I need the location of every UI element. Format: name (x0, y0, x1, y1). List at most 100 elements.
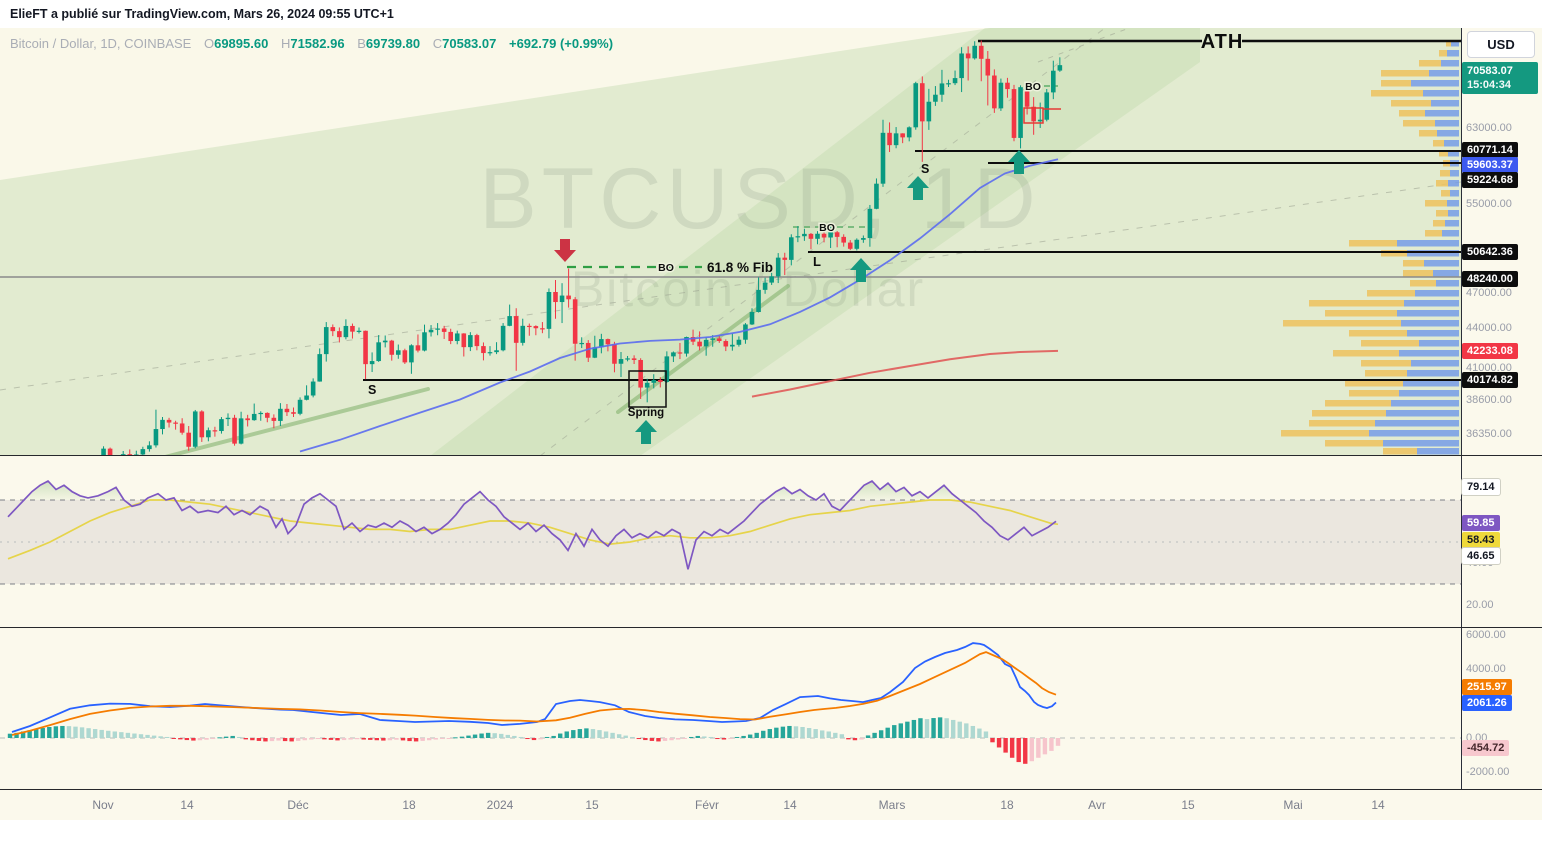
volume-profile-bar (1436, 180, 1448, 187)
candle-body (1024, 87, 1030, 107)
axis-tick-label: 41000.00 (1466, 362, 1512, 374)
axis-price-mark: 59.85 (1462, 515, 1500, 531)
macd-histogram-bar (7, 733, 13, 738)
macd-histogram-bar (728, 738, 733, 740)
macd-histogram-bar (296, 738, 301, 741)
symbol-legend[interactable]: Bitcoin / Dollar, 1D, COINBASE O69895.60… (10, 36, 613, 51)
up-arrow-marker (850, 258, 872, 282)
macd-histogram-bar (878, 730, 884, 738)
macd-histogram-bar (623, 735, 628, 738)
candle-body (710, 338, 715, 340)
axis-tick-label: 4000.00 (1466, 663, 1506, 675)
candle-body (566, 295, 571, 300)
candle-body (487, 352, 493, 354)
macd-histogram-bar (924, 719, 930, 738)
candle-body (874, 183, 879, 209)
axis-tick-label: 63000.00 (1466, 122, 1512, 134)
pane-separator-2[interactable] (0, 627, 1542, 628)
macd-histogram-bar (636, 738, 641, 740)
macd-histogram-bar (387, 738, 393, 741)
macd-histogram-bar (453, 737, 458, 739)
macd-histogram-bar (499, 733, 504, 738)
axis-price-mark: 79.14 (1462, 479, 1500, 495)
candle-body (605, 339, 611, 345)
axis-price-mark: 60771.14 (1462, 142, 1518, 158)
rsi-pane[interactable] (0, 457, 1461, 627)
volume-profile-bar (1386, 410, 1459, 417)
volume-profile-bar (1403, 270, 1433, 277)
macd-histogram-bar (767, 729, 772, 738)
candle-body (789, 237, 794, 260)
symbol-title[interactable]: Bitcoin / Dollar, 1D, COINBASE (10, 36, 192, 51)
volume-profile-bar (1309, 420, 1375, 427)
volume-profile-bar (1417, 448, 1459, 455)
macd-histogram-bar (27, 730, 32, 738)
macd-histogram-bar (1055, 738, 1061, 746)
axis-price-mark: 59603.37 (1462, 157, 1518, 173)
macd-histogram-bar (492, 733, 497, 738)
volume-profile-bar (1419, 340, 1459, 347)
macd-histogram-bar (990, 738, 995, 743)
candle-body (867, 208, 873, 239)
macd-histogram-bar (610, 732, 615, 738)
macd-histogram-bar (512, 735, 517, 738)
volume-profile-bar (1433, 140, 1444, 147)
macd-histogram-bar (820, 730, 825, 738)
candle-body (834, 232, 840, 237)
volume-profile-bar (1451, 40, 1459, 47)
macd-histogram-bar (433, 738, 438, 740)
pane-separator-1[interactable] (0, 455, 1542, 456)
macd-histogram-bar (964, 723, 969, 738)
macd-histogram-bar (479, 733, 484, 738)
volume-profile-bar (1450, 170, 1459, 177)
candle-body (1037, 119, 1043, 122)
macd-histogram-bar (833, 732, 838, 738)
macd-histogram-bar (151, 735, 157, 738)
candle-body (251, 413, 257, 421)
currency-toggle-button[interactable]: USD (1467, 31, 1535, 58)
candle-body (245, 418, 250, 421)
candle-body (985, 58, 991, 76)
candle-body (703, 339, 709, 347)
candle-body (284, 408, 290, 413)
macd-histogram-bar (407, 738, 412, 742)
time-axis[interactable]: Nov 14 Déc 18 2024 15 Févr 14 Mars 18 Avr 15 Mai 14 (0, 790, 1542, 820)
macd-histogram-bar (223, 736, 229, 738)
volume-profile-bar (1429, 70, 1459, 77)
candle-body (946, 83, 951, 85)
candle-body (684, 337, 689, 354)
candle-body (474, 335, 480, 347)
volume-profile-bar (1325, 440, 1383, 447)
candle-body (461, 333, 467, 348)
macd-histogram-bar (1009, 738, 1015, 758)
open-value: 69895.60 (214, 36, 269, 51)
macd-histogram-bar (1023, 738, 1028, 764)
candle-body (861, 238, 866, 240)
candle-body (415, 345, 421, 351)
macd-histogram-bar (846, 738, 851, 740)
macd-pane[interactable] (0, 629, 1461, 788)
time-axis-label: Mai (1283, 798, 1303, 812)
volume-profile-bar (1349, 240, 1397, 247)
macd-histogram-bar (702, 736, 707, 738)
candle-body (612, 344, 617, 364)
volume-profile-bar (1401, 320, 1459, 327)
macd-histogram-bar (872, 732, 877, 738)
macd-histogram-bar (734, 736, 740, 738)
candle-body (206, 430, 211, 438)
volume-profile-bar (1369, 430, 1459, 437)
volume-profile-bar (1375, 420, 1459, 427)
volume-profile-bar (1333, 350, 1399, 357)
volume-profile-bar (1371, 90, 1423, 97)
volume-profile-bar (1448, 150, 1459, 157)
candle-body (658, 380, 663, 382)
macd-histogram-bar (374, 738, 379, 741)
macd-histogram-bar (905, 721, 910, 738)
macd-histogram-bar (518, 736, 524, 738)
macd-histogram-bar (689, 736, 694, 738)
candle-body (147, 445, 152, 450)
macd-histogram-bar (322, 738, 327, 740)
macd-histogram-bar (466, 735, 471, 738)
candle-body (906, 127, 912, 138)
